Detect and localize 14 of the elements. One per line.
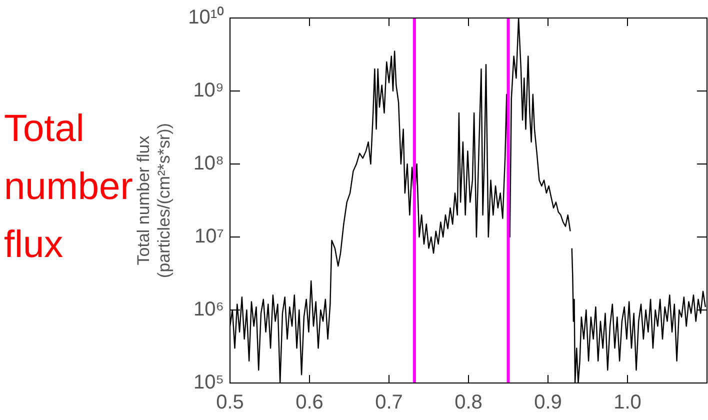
y-tick-label: 10⁵ — [193, 372, 224, 394]
x-tick-label: 1.0 — [614, 392, 642, 414]
x-tick-label: 0.5 — [216, 392, 244, 414]
x-tick-label: 0.8 — [454, 392, 482, 414]
y-tick-label: 10¹⁰ — [188, 6, 224, 29]
x-tick-label: 0.7 — [375, 392, 403, 414]
text: Total number flux — [4, 108, 133, 266]
y-tick-label: 10⁹ — [193, 80, 224, 102]
y-tick-label: 10⁶ — [194, 298, 224, 321]
y-tick-label: 10⁷ — [194, 226, 224, 248]
y-axis-title: Total number flux (particles/(cm²*s*sr)) — [134, 123, 174, 278]
x-tick-label: 0.6 — [296, 392, 324, 414]
x-tick-label: 0.9 — [534, 392, 562, 414]
y-tick-label: 10⁸ — [193, 152, 224, 175]
